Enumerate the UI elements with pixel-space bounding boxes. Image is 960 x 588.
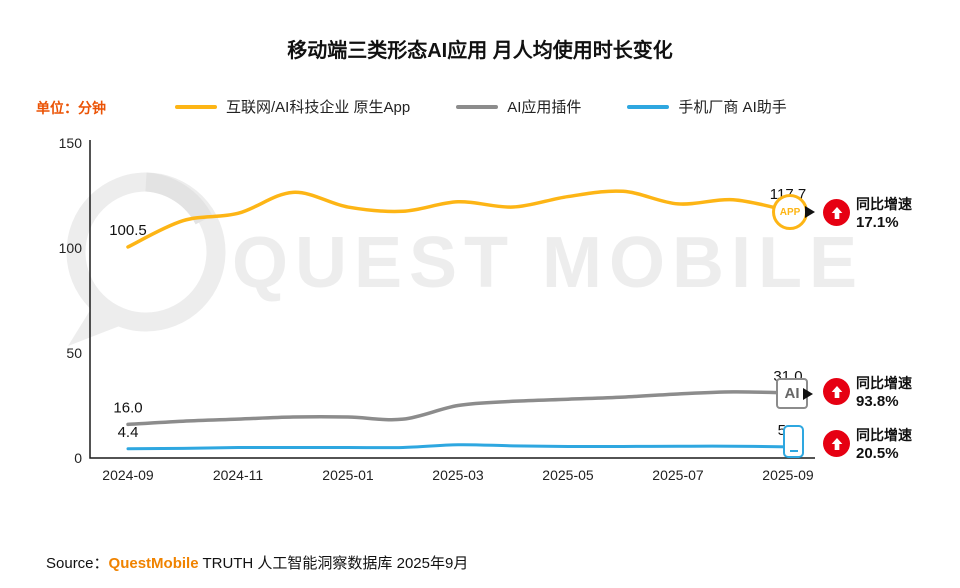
growth-value: 93.8% (856, 392, 899, 410)
legend-swatch-yellow-line-icon (175, 104, 217, 109)
legend-swatch-gray-line-icon (456, 104, 499, 109)
legend-label: 手机厂商 AI助手 (678, 99, 787, 116)
value-label-start: 4.4 (118, 424, 139, 441)
legend-swatch-blue-line-icon (627, 104, 670, 109)
y-tick-label: 50 (66, 345, 82, 361)
source-brand: QuestMobile (108, 555, 199, 572)
up-arrow-badge-icon (823, 199, 850, 226)
page-title: 移动端三类形态AI应用 月人均使用时长变化 (287, 40, 673, 62)
app-circle-icon: APP (772, 194, 808, 230)
y-tick-label: 0 (74, 450, 82, 466)
legend-label: 互联网/AI科技企业 原生App (226, 99, 411, 116)
series-line-1 (126, 390, 790, 427)
x-tick-label: 2024-11 (213, 467, 264, 483)
up-arrow-badge-icon (823, 378, 850, 405)
x-tick-label: 2025-09 (762, 467, 814, 483)
x-tick-label: 2025-01 (322, 467, 374, 483)
phone-icon (783, 425, 804, 458)
y-tick-label: 150 (59, 135, 83, 151)
y-tick-label: 100 (59, 240, 83, 256)
legend-item-native-app: 互联网/AI科技企业 原生App (175, 96, 410, 117)
source-line: Source：QuestMobile TRUTH 人工智能洞察数据库 2025年… (46, 552, 468, 573)
cursor-arrow-icon (805, 206, 815, 218)
growth-label: 同比增速 (856, 375, 912, 391)
x-tick-label: 2024-09 (102, 467, 154, 483)
legend-item-ai-plugin: AI应用插件 (456, 96, 581, 117)
legend: 互联网/AI科技企业 原生App AI应用插件 手机厂商 AI助手 (175, 96, 787, 117)
growth-annotation-plugin: 同比增速 93.8% (856, 375, 960, 411)
growth-annotation-app: 同比增速 17.1% (856, 196, 960, 232)
series-line-2 (126, 443, 790, 451)
axes (89, 140, 815, 459)
line-chart: 0 50 100 150 2024-09 2024-11 2025-01 2025-03 202… (59, 135, 815, 483)
growth-label: 同比增速 (856, 427, 912, 443)
source-prefix: Source： (46, 555, 109, 572)
value-label-start: 100.5 (109, 222, 147, 239)
x-tick-label: 2025-07 (652, 467, 704, 483)
up-arrow-badge-icon (823, 430, 850, 457)
growth-annotation-assistant: 同比增速 20.5% (856, 427, 960, 463)
value-label-start: 16.0 (113, 399, 142, 416)
x-tick-label: 2025-05 (542, 467, 594, 483)
legend-label: AI应用插件 (507, 99, 582, 116)
questmobile-logo-watermark-icon (66, 172, 226, 346)
cursor-arrow-icon (803, 388, 813, 400)
growth-value: 17.1% (856, 213, 899, 231)
watermark-text: QUEST MOBILE (232, 223, 865, 303)
growth-value: 20.5% (856, 444, 899, 462)
series-line-0 (126, 189, 790, 249)
growth-label: 同比增速 (856, 196, 912, 212)
source-rest: TRUTH 人工智能洞察数据库 2025年9月 (198, 555, 469, 572)
unit-label: 单位：分钟 (36, 100, 106, 116)
x-tick-label: 2025-03 (432, 467, 484, 483)
legend-item-phone-assistant: 手机厂商 AI助手 (627, 96, 787, 117)
